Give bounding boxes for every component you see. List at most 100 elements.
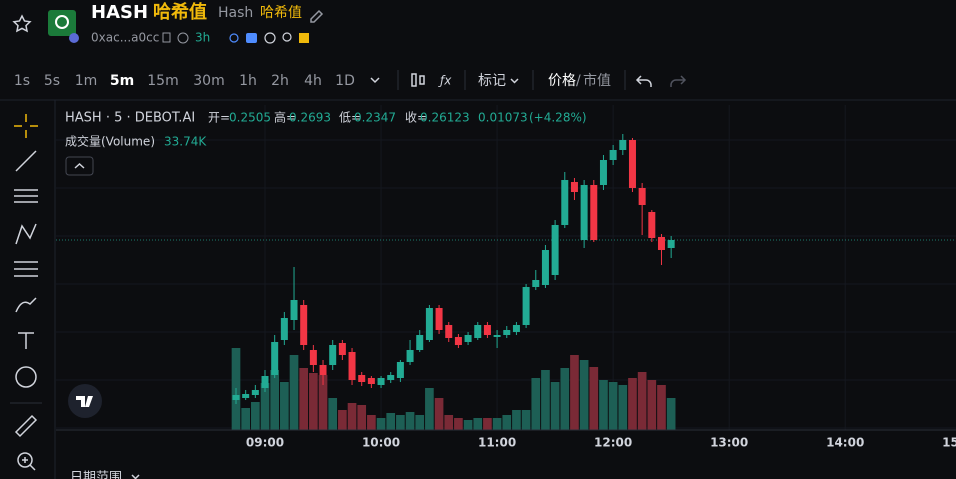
volume-bar bbox=[241, 408, 251, 430]
holder-icon[interactable] bbox=[229, 33, 239, 43]
candle-body bbox=[648, 212, 656, 238]
text-tool[interactable] bbox=[18, 332, 34, 349]
candle-body bbox=[464, 335, 472, 342]
redo[interactable] bbox=[670, 75, 687, 87]
copy-icon[interactable] bbox=[162, 32, 171, 43]
line-tool[interactable] bbox=[15, 150, 37, 172]
indicators-button[interactable]: ƒx bbox=[438, 74, 452, 88]
volume-bar bbox=[425, 388, 434, 430]
time-label: 13:00 bbox=[710, 436, 748, 450]
volume-bar bbox=[531, 378, 541, 430]
mcap-toggle[interactable]: 市值 bbox=[583, 72, 611, 89]
logo-glyph bbox=[55, 15, 69, 29]
undo[interactable] bbox=[635, 75, 652, 87]
volume-bar bbox=[251, 402, 260, 430]
candle-body bbox=[309, 350, 317, 365]
collapse-legend[interactable] bbox=[65, 156, 94, 176]
candle-body bbox=[377, 378, 385, 385]
projection-tool[interactable] bbox=[14, 261, 38, 277]
ruler-tool[interactable] bbox=[14, 414, 38, 438]
timeframe[interactable]: 30m bbox=[193, 73, 224, 89]
candle-body bbox=[619, 140, 627, 150]
volume-bar bbox=[454, 418, 463, 430]
volume-bar bbox=[628, 378, 637, 430]
candle-body bbox=[580, 185, 588, 240]
brush-tool[interactable] bbox=[15, 297, 37, 313]
candle-body bbox=[503, 330, 511, 335]
timeframe[interactable]: 1h bbox=[239, 73, 257, 89]
legend-title: HASH · 5 · DEBOT.AI bbox=[65, 111, 195, 126]
candle-body bbox=[300, 305, 308, 345]
zoom-tool[interactable] bbox=[17, 452, 33, 468]
candle-type-icon[interactable] bbox=[419, 75, 425, 85]
search-icon[interactable] bbox=[282, 32, 292, 42]
candle-body bbox=[609, 150, 617, 160]
volume-bar bbox=[647, 380, 657, 430]
address: 0xac...a0cc bbox=[91, 31, 159, 45]
time-label: 12:00 bbox=[594, 436, 632, 450]
volume-bar bbox=[444, 415, 454, 430]
name: Hash bbox=[218, 5, 253, 21]
marks-button[interactable]: 标记 bbox=[478, 73, 506, 89]
legend-value: 0.26123 bbox=[420, 111, 470, 125]
crosshair-tool[interactable] bbox=[14, 114, 38, 138]
volume-bar bbox=[396, 415, 405, 430]
volume-bar bbox=[405, 412, 415, 430]
fib-tool[interactable] bbox=[14, 189, 38, 203]
candle-body bbox=[319, 365, 327, 375]
candle-body bbox=[435, 308, 443, 330]
candle-body bbox=[454, 337, 462, 345]
pattern-tool[interactable] bbox=[15, 223, 37, 245]
candle-body bbox=[493, 335, 501, 337]
timeframe[interactable]: 4h bbox=[304, 73, 322, 89]
candle-body bbox=[271, 342, 279, 375]
token-logo bbox=[48, 10, 76, 36]
edit-icon[interactable] bbox=[310, 9, 324, 23]
candle-body bbox=[599, 160, 607, 185]
candle-body bbox=[590, 185, 598, 240]
candle-body bbox=[280, 318, 288, 340]
time-label: 09:00 bbox=[246, 436, 284, 450]
web-icon[interactable] bbox=[264, 32, 276, 44]
date-range[interactable]: 日期范围 bbox=[70, 471, 122, 479]
name-cn: 哈希值 bbox=[153, 1, 207, 23]
timeframe[interactable]: 1D bbox=[335, 73, 355, 89]
volume-bar bbox=[434, 398, 444, 430]
timeframe[interactable]: 1s bbox=[14, 73, 30, 89]
volume-bar bbox=[463, 420, 473, 430]
more-timeframes[interactable] bbox=[370, 77, 380, 84]
volume-bar bbox=[386, 413, 396, 430]
volume-bar bbox=[376, 418, 386, 430]
candle-body bbox=[532, 280, 540, 287]
candle-body bbox=[445, 325, 453, 338]
timeframe[interactable]: 2h bbox=[271, 73, 289, 89]
marks-caret bbox=[510, 78, 519, 84]
price-toggle[interactable]: 价格 bbox=[548, 73, 576, 89]
volume-bar bbox=[328, 398, 338, 430]
timeframe[interactable]: 1m bbox=[75, 73, 98, 89]
volume-bar bbox=[483, 418, 492, 430]
candle-type-icon[interactable] bbox=[411, 73, 417, 87]
volume-bar bbox=[318, 375, 328, 430]
legend-label: 开= bbox=[208, 111, 230, 125]
symbol: HASH bbox=[91, 2, 148, 23]
volume-bar bbox=[492, 418, 502, 430]
volume-label: 成交量(Volume) bbox=[65, 134, 155, 149]
volume-bar bbox=[415, 415, 425, 430]
timeframe[interactable]: 15m bbox=[147, 73, 178, 89]
time-label: 11:00 bbox=[478, 436, 516, 450]
candle-body bbox=[367, 378, 375, 384]
emoji-tool[interactable] bbox=[15, 366, 37, 388]
volume-bar bbox=[367, 415, 376, 430]
candle-body bbox=[561, 180, 569, 225]
favorite-star[interactable] bbox=[12, 14, 32, 33]
volume-bar bbox=[299, 368, 309, 430]
timeframe[interactable]: 5s bbox=[44, 73, 60, 89]
name-cn-2: 哈希值 bbox=[260, 5, 302, 21]
candle-body bbox=[416, 335, 424, 350]
social-icon[interactable] bbox=[246, 33, 257, 43]
badge-icon bbox=[299, 33, 309, 43]
volume-bar bbox=[589, 367, 599, 430]
timeframe[interactable]: 5m bbox=[110, 73, 134, 89]
